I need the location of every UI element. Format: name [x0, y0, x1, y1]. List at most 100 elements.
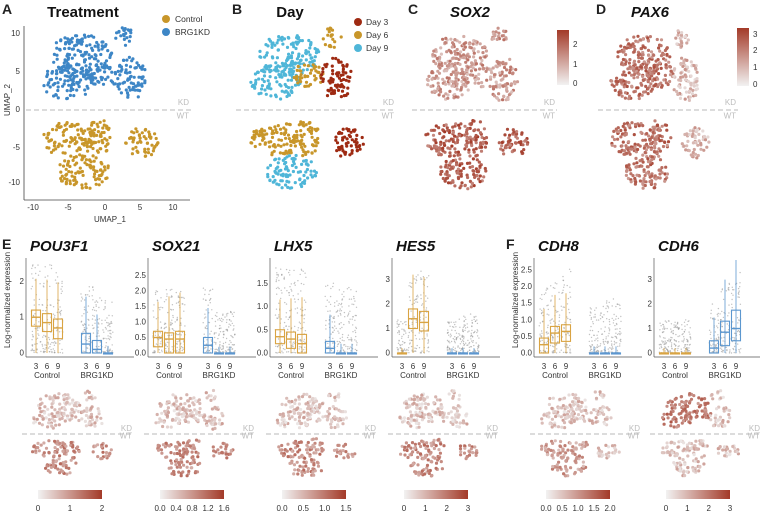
day-tick-label: 9	[178, 362, 183, 371]
cell-point	[329, 418, 334, 422]
jitter-point	[180, 324, 182, 326]
cell-point	[69, 136, 73, 140]
cell-point	[229, 449, 233, 453]
cell-point	[463, 45, 467, 49]
cell-point	[65, 97, 69, 101]
cell-point	[67, 170, 71, 174]
cell-point	[93, 169, 98, 173]
cell-point	[627, 80, 631, 85]
cell-point	[314, 76, 318, 81]
cell-point	[453, 61, 457, 66]
cell-point	[675, 89, 679, 94]
cell-point	[619, 135, 623, 139]
cell-point	[151, 149, 155, 153]
cell-point	[652, 65, 656, 69]
cell-point	[334, 407, 338, 411]
cell-point	[448, 59, 452, 63]
jitter-point	[297, 327, 300, 329]
cell-point	[637, 56, 641, 60]
jitter-point	[226, 330, 229, 332]
jitter-point	[427, 341, 430, 343]
jitter-point	[32, 335, 34, 337]
jitter-point	[110, 322, 112, 324]
cell-point	[473, 128, 477, 132]
cell-point	[107, 454, 111, 458]
cell-point	[315, 460, 319, 464]
cell-point	[63, 42, 68, 46]
jitter-point	[59, 343, 61, 345]
jitter-point	[165, 299, 167, 301]
cell-point	[36, 441, 40, 445]
jitter-point	[97, 330, 100, 332]
cell-point	[655, 137, 659, 141]
jitter-point	[227, 312, 229, 315]
cell-point	[682, 144, 686, 148]
y-tick-label: 0.0	[135, 349, 147, 358]
cell-point	[318, 418, 322, 422]
jitter-point	[343, 311, 346, 314]
cell-point	[508, 143, 512, 147]
jitter-point	[61, 282, 63, 284]
cell-point	[45, 136, 50, 140]
jitter-point	[283, 276, 285, 278]
cell-point	[58, 48, 62, 52]
cell-point	[634, 165, 638, 169]
cell-point	[456, 170, 460, 174]
jitter-point	[225, 337, 228, 340]
cell-point	[81, 410, 85, 414]
cell-point	[69, 83, 74, 87]
cell-point	[174, 463, 178, 467]
jitter-point	[155, 343, 158, 345]
cell-point	[480, 81, 484, 85]
cell-point	[344, 416, 348, 420]
jitter-point	[220, 317, 223, 320]
cell-point	[444, 123, 448, 127]
cell-point	[45, 90, 49, 94]
day-tick-label: 3	[328, 362, 333, 371]
cell-point	[345, 137, 349, 141]
colorbar-label: 0.0	[154, 504, 166, 513]
jitter-point	[55, 272, 57, 274]
cell-point	[42, 411, 47, 415]
jitter-point	[405, 321, 407, 323]
jitter-point	[159, 309, 161, 311]
cell-point	[30, 450, 35, 454]
cell-point	[484, 49, 488, 53]
cell-point	[687, 149, 691, 153]
jitter-point	[398, 323, 401, 325]
cell-point	[430, 147, 434, 151]
cell-point	[287, 414, 291, 418]
colorbar-label: 0.5	[298, 504, 310, 513]
cell-point	[49, 138, 54, 142]
cell-point	[659, 66, 663, 70]
cell-point	[306, 418, 310, 422]
cell-point	[70, 174, 74, 178]
cell-point	[306, 150, 310, 154]
cell-point	[451, 179, 455, 183]
cell-point	[284, 183, 288, 187]
cell-point	[175, 399, 179, 403]
jitter-point	[104, 346, 106, 349]
cell-point	[481, 63, 485, 67]
panel-a: A Treatment 10 5 0 -5 -10 -10 -5 0 5 10 …	[2, 1, 210, 224]
cell-point	[97, 409, 101, 413]
cell-point	[658, 134, 662, 138]
cell-point	[496, 26, 500, 30]
panel-label-d: D	[596, 1, 606, 17]
cell-point	[253, 135, 257, 139]
jitter-point	[354, 314, 356, 317]
cell-point	[56, 88, 60, 93]
cell-point	[299, 182, 303, 187]
cell-point	[463, 124, 467, 128]
cell-point	[464, 144, 469, 149]
cell-point	[659, 44, 663, 48]
jitter-point	[112, 331, 114, 333]
jitter-point	[332, 342, 334, 344]
jitter-point	[341, 299, 343, 301]
cell-point	[355, 149, 359, 153]
cell-point	[442, 94, 446, 98]
cell-point	[691, 88, 695, 92]
cell-point	[292, 472, 296, 476]
jitter-point	[404, 330, 406, 332]
cell-point	[70, 414, 74, 418]
